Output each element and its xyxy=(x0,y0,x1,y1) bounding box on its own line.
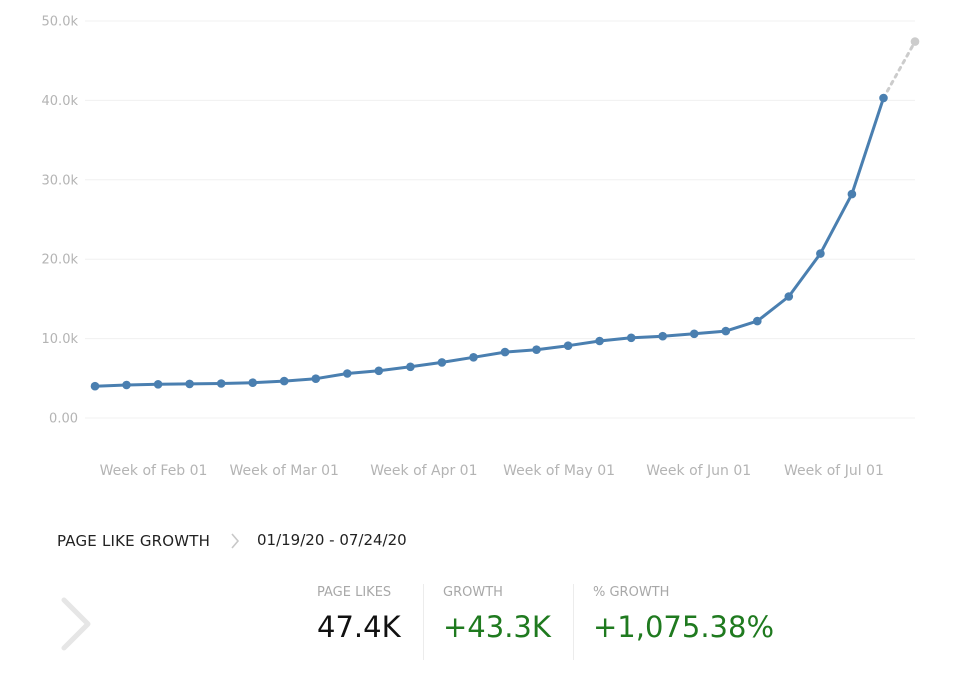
data-point[interactable] xyxy=(216,379,226,388)
data-point[interactable] xyxy=(343,369,352,378)
data-point[interactable] xyxy=(721,326,731,336)
data-point[interactable] xyxy=(311,374,321,384)
line-chart: 0.00 10.0k 20.0k 30.0k 40.0k 50.0k Week of Fe… xyxy=(42,15,920,479)
x-tick-label: Week of May 01 xyxy=(503,463,615,479)
data-point[interactable] xyxy=(153,380,163,389)
x-axis-ticks: Week of Feb 01 Week of Mar 01 Week of Apr … xyxy=(100,463,884,479)
stat-value: +43.3K xyxy=(443,610,551,644)
data-point[interactable] xyxy=(563,341,573,351)
data-point[interactable] xyxy=(753,316,762,326)
projection-point[interactable] xyxy=(910,37,920,46)
data-point[interactable] xyxy=(500,347,510,357)
x-tick-label: Week of Apr 01 xyxy=(370,463,477,479)
y-tick-label: 0.00 xyxy=(49,412,78,427)
data-point[interactable] xyxy=(816,249,825,258)
data-point[interactable] xyxy=(847,189,857,199)
y-tick-label: 10.0k xyxy=(42,332,79,347)
chevron-right-icon[interactable] xyxy=(58,596,94,652)
chevron-right-icon xyxy=(231,533,240,549)
data-point[interactable] xyxy=(406,362,415,372)
stat-percent-growth: % GROWTH +1,075.38% xyxy=(593,585,774,644)
y-tick-label: 30.0k xyxy=(42,173,79,188)
gridlines xyxy=(85,20,915,419)
stat-label: % GROWTH xyxy=(593,585,670,600)
data-point[interactable] xyxy=(595,336,604,346)
x-tick-label: Week of Jun 01 xyxy=(646,463,751,479)
stat-growth: GROWTH +43.3K xyxy=(443,585,551,644)
x-tick-label: Week of Mar 01 xyxy=(230,463,339,479)
data-point[interactable] xyxy=(658,331,667,341)
data-point[interactable] xyxy=(122,380,131,390)
projection-line xyxy=(882,40,917,100)
y-tick-label: 50.0k xyxy=(42,15,79,30)
data-point[interactable] xyxy=(879,93,888,103)
x-tick-label: Week of Feb 01 xyxy=(100,463,208,479)
series-line xyxy=(93,96,885,388)
data-point[interactable] xyxy=(784,292,794,301)
data-point[interactable] xyxy=(279,376,289,386)
summary-date-range[interactable]: 01/19/20 - 07/24/20 xyxy=(257,531,407,549)
data-point[interactable] xyxy=(626,333,636,343)
y-tick-label: 40.0k xyxy=(42,94,79,109)
stat-label: PAGE LIKES xyxy=(317,585,392,600)
data-point[interactable] xyxy=(185,379,194,389)
data-point[interactable] xyxy=(90,381,100,391)
stat-label: GROWTH xyxy=(443,585,503,600)
data-point[interactable] xyxy=(374,366,384,376)
data-point[interactable] xyxy=(469,353,478,362)
data-point[interactable] xyxy=(532,345,541,355)
x-tick-label: Week of Jul 01 xyxy=(784,463,884,479)
y-axis-ticks: 0.00 10.0k 20.0k 30.0k 40.0k 50.0k xyxy=(42,15,79,427)
series-layer xyxy=(90,37,920,391)
summary-title: PAGE LIKE GROWTH xyxy=(57,532,211,550)
stat-page-likes: PAGE LIKES 47.4K xyxy=(317,585,401,644)
stat-divider xyxy=(423,584,424,660)
data-point[interactable] xyxy=(248,378,257,388)
y-tick-label: 20.0k xyxy=(42,253,79,268)
data-point[interactable] xyxy=(689,329,699,339)
stat-value: 47.4K xyxy=(317,610,401,644)
stat-value: +1,075.38% xyxy=(593,610,774,644)
data-point[interactable] xyxy=(437,358,447,367)
stat-divider xyxy=(573,584,574,660)
